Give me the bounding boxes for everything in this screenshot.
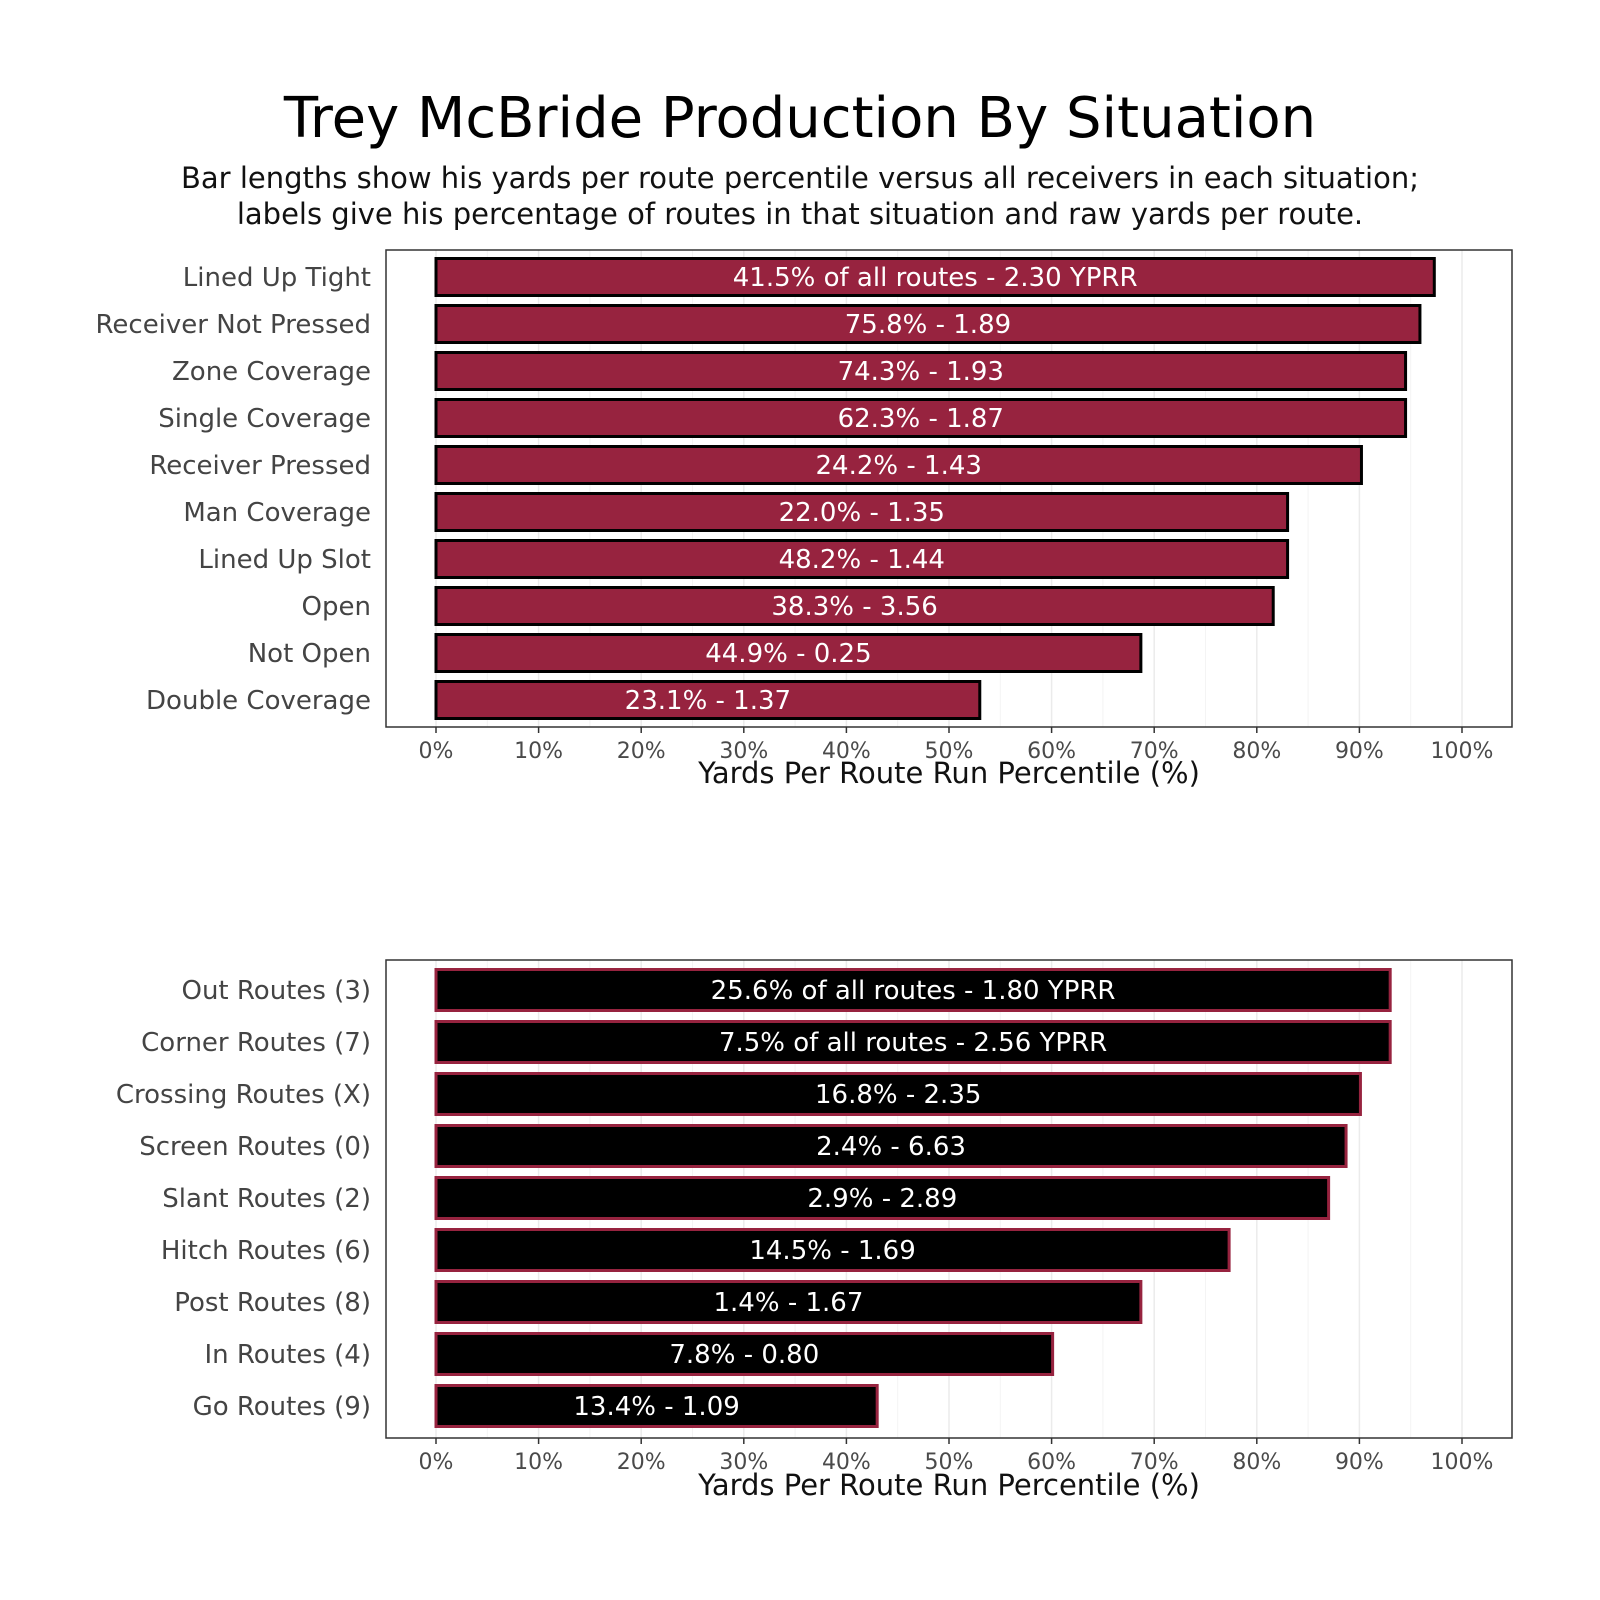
category-label: Receiver Pressed xyxy=(149,451,371,481)
x-tick-label: 70% xyxy=(1130,739,1179,764)
chart-title: Trey McBride Production By Situation xyxy=(283,86,1316,151)
category-label: Post Routes (8) xyxy=(174,1288,371,1318)
bar-data-label: 13.4% - 1.09 xyxy=(573,1392,739,1422)
bar xyxy=(434,398,1408,438)
category-label: Lined Up Tight xyxy=(183,263,371,293)
bar-data-label: 2.4% - 6.63 xyxy=(816,1132,966,1162)
bar-data-label: 74.3% - 1.93 xyxy=(838,357,1004,387)
bar xyxy=(434,1332,1055,1376)
x-tick-label: 100% xyxy=(1431,1450,1494,1475)
bar xyxy=(434,968,1392,1012)
bar-data-label: 14.5% - 1.69 xyxy=(749,1236,915,1266)
bar-data-label: 7.8% - 0.80 xyxy=(669,1340,819,1370)
bar xyxy=(434,445,1363,485)
x-tick-label: 70% xyxy=(1130,1450,1179,1475)
category-label: Receiver Not Pressed xyxy=(96,310,372,340)
x-tick-label: 60% xyxy=(1027,739,1076,764)
situation-panel: 0% 10% 20% 30% 40% 50% 60% 70% 80% 90% 100% 41.5% o… xyxy=(96,249,1513,790)
category-label: Man Coverage xyxy=(183,498,371,528)
x-tick-label: 80% xyxy=(1232,739,1281,764)
category-label: Not Open xyxy=(248,639,371,669)
x-tick-label: 0% xyxy=(419,1450,454,1475)
bar xyxy=(434,1124,1348,1168)
category-label: Open xyxy=(302,592,371,622)
bar-data-label: 62.3% - 1.87 xyxy=(838,404,1004,434)
chart-subtitle-line-2: labels give his percentage of routes in … xyxy=(237,197,1363,231)
bar xyxy=(434,680,982,720)
category-label: Slant Routes (2) xyxy=(162,1184,371,1214)
category-label: Zone Coverage xyxy=(172,357,371,387)
x-tick-label: 50% xyxy=(925,1450,974,1475)
bar xyxy=(434,1176,1331,1220)
category-label: Hitch Routes (6) xyxy=(161,1236,371,1266)
category-label: Go Routes (9) xyxy=(193,1392,371,1422)
category-label: Lined Up Slot xyxy=(198,545,371,575)
x-tick-label: 100% xyxy=(1431,739,1494,764)
bar-data-label: 38.3% - 3.56 xyxy=(771,592,937,622)
category-label: Crossing Routes (X) xyxy=(116,1080,371,1110)
bar-data-label: 16.8% - 2.35 xyxy=(815,1080,981,1110)
bar-data-label: 44.9% - 0.25 xyxy=(705,639,871,669)
bar xyxy=(434,1228,1231,1272)
bar xyxy=(434,257,1436,297)
bar xyxy=(434,492,1290,532)
bar-data-label: 22.0% - 1.35 xyxy=(779,498,945,528)
x-tick-label: 60% xyxy=(1027,1450,1076,1475)
bar-data-label: 48.2% - 1.44 xyxy=(779,545,945,575)
bar-data-label: 75.8% - 1.89 xyxy=(845,310,1011,340)
bar-data-label: 1.4% - 1.67 xyxy=(714,1288,864,1318)
bar-data-label: 2.9% - 2.89 xyxy=(807,1184,957,1214)
bar xyxy=(434,304,1422,344)
x-tick-label: 90% xyxy=(1335,1450,1384,1475)
bar-data-label: 23.1% - 1.37 xyxy=(625,686,791,716)
category-label: Double Coverage xyxy=(146,686,371,716)
x-tick-label: 20% xyxy=(617,739,666,764)
bar xyxy=(434,633,1143,673)
route-panel: 0% 10% 20% 30% 40% 50% 60% 70% 80% 90% 100% 25.6% o… xyxy=(116,959,1513,1502)
x-axis-title: Yards Per Route Run Percentile (%) xyxy=(697,1468,1200,1502)
bar xyxy=(434,539,1290,579)
x-tick-label: 90% xyxy=(1335,739,1384,764)
x-tick-label: 80% xyxy=(1232,1450,1281,1475)
bar-data-label: 25.6% of all routes - 1.80 YPRR xyxy=(711,976,1116,1006)
category-label: Screen Routes (0) xyxy=(139,1132,371,1162)
x-tick-label: 10% xyxy=(514,1450,563,1475)
chart-subtitle-line-1: Bar lengths show his yards per route per… xyxy=(181,161,1419,195)
x-tick-label: 0% xyxy=(419,739,454,764)
x-tick-label: 50% xyxy=(925,739,974,764)
bar xyxy=(434,351,1408,391)
panel-border xyxy=(385,959,1513,1439)
bar-data-label: 41.5% of all routes - 2.30 YPRR xyxy=(733,263,1138,293)
bar xyxy=(434,1072,1362,1116)
bar-data-label: 24.2% - 1.43 xyxy=(816,451,982,481)
category-label: In Routes (4) xyxy=(204,1340,371,1370)
x-tick-label: 40% xyxy=(822,739,871,764)
bar xyxy=(434,1384,879,1428)
category-label: Out Routes (3) xyxy=(181,976,371,1006)
x-tick-label: 30% xyxy=(719,1450,768,1475)
x-tick-label: 40% xyxy=(822,1450,871,1475)
x-tick-label: 20% xyxy=(617,1450,666,1475)
x-tick-label: 30% xyxy=(719,739,768,764)
bar-data-label: 7.5% of all routes - 2.56 YPRR xyxy=(719,1028,1107,1058)
bar xyxy=(434,1020,1392,1064)
x-axis-title: Yards Per Route Run Percentile (%) xyxy=(697,756,1200,790)
category-label: Corner Routes (7) xyxy=(141,1028,371,1058)
category-label: Single Coverage xyxy=(158,404,371,434)
bar xyxy=(434,1280,1143,1324)
x-tick-label: 10% xyxy=(514,739,563,764)
bar xyxy=(434,586,1275,626)
panel-border xyxy=(385,249,1513,728)
